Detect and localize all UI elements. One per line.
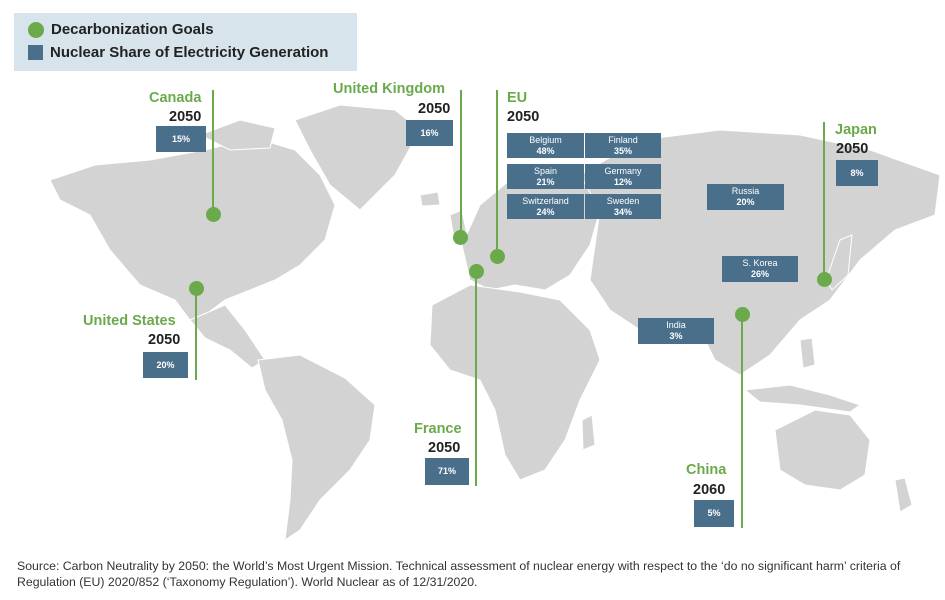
iceland-landmass	[419, 191, 441, 207]
united-states-label: United States	[83, 313, 176, 329]
india-name: India	[666, 320, 686, 330]
france-leader-line	[475, 278, 477, 486]
canada-leader-line	[212, 90, 214, 214]
china-year: 2060	[693, 482, 726, 498]
russia-value: 20%	[736, 197, 755, 207]
indonesia-landmass	[743, 384, 862, 413]
eu-year: 2050	[507, 109, 540, 125]
united-states-year: 2050	[148, 332, 181, 348]
japan-year: 2050	[836, 141, 869, 157]
legend-item-goals: Decarbonization Goals	[28, 21, 214, 38]
arctic-islands-landmass	[198, 119, 276, 151]
philippines-landmass	[799, 337, 816, 369]
india-share-box: India 3%	[638, 318, 714, 344]
spain-name: Spain	[533, 165, 558, 176]
legend-nuclear-label: Nuclear Share of Electricity Generation	[50, 44, 329, 61]
green-dot-icon	[28, 21, 44, 38]
south-korea-share-box: S. Korea 26%	[722, 256, 798, 282]
belgium-name: Belgium	[529, 134, 562, 145]
madagascar-landmass	[581, 414, 596, 451]
united-kingdom-share-box: 16%	[406, 120, 453, 146]
south-korea-value: 26%	[750, 269, 769, 279]
china-goal-marker	[735, 307, 750, 322]
united-states-share-value: 20%	[156, 359, 175, 370]
united-kingdom-goal-marker	[453, 230, 468, 245]
eu-label: EU	[507, 90, 528, 106]
france-label: France	[414, 421, 462, 437]
germany-share-box: Germany 12%	[585, 164, 661, 189]
united-states-goal-marker	[189, 281, 204, 296]
canada-share-value: 15%	[171, 133, 190, 144]
legend-item-nuclear: Nuclear Share of Electricity Generation	[28, 44, 328, 61]
africa-landmass	[429, 284, 601, 481]
india-value: 3%	[669, 331, 683, 341]
canada-goal-marker	[206, 207, 221, 222]
finland-name: Finland	[608, 134, 638, 145]
belgium-share-box: Belgium 48%	[507, 133, 584, 158]
japan-share-value: 8%	[850, 167, 864, 178]
japan-label: Japan	[835, 122, 877, 138]
france-share-value: 71%	[437, 466, 456, 476]
united-kingdom-label: United Kingdom	[333, 81, 445, 97]
china-share-value: 5%	[707, 508, 721, 518]
switzerland-name: Switzerland	[522, 195, 569, 206]
switzerland-value: 24%	[536, 206, 555, 217]
new-zealand-landmass	[894, 477, 913, 513]
france-share-box: 71%	[425, 458, 469, 485]
legend-goals-label: Decarbonization Goals	[51, 21, 214, 38]
canada-year: 2050	[169, 109, 202, 125]
legend: Decarbonization Goals Nuclear Share of E…	[14, 13, 357, 71]
sweden-value: 34%	[613, 206, 632, 217]
japan-leader-line	[823, 122, 825, 280]
germany-name: Germany	[604, 165, 642, 176]
canada-share-box: 15%	[156, 126, 206, 152]
belgium-value: 48%	[536, 145, 555, 156]
china-label: China	[686, 462, 727, 478]
sweden-share-box: Sweden 34%	[585, 194, 661, 219]
russia-share-box: Russia 20%	[707, 184, 784, 210]
south-korea-name: S. Korea	[742, 258, 778, 268]
switzerland-share-box: Switzerland 24%	[507, 194, 584, 219]
france-year: 2050	[428, 440, 461, 456]
greenland-landmass	[294, 104, 421, 211]
united-states-share-box: 20%	[143, 352, 188, 378]
finland-value: 35%	[613, 145, 632, 156]
japan-goal-marker	[817, 272, 832, 287]
asia-landmass	[579, 129, 941, 376]
united-kingdom-year: 2050	[418, 101, 451, 117]
japan-share-box: 8%	[836, 160, 878, 186]
australia-landmass	[774, 409, 871, 491]
blue-square-icon	[28, 45, 43, 60]
united-kingdom-leader-line	[460, 90, 462, 238]
sweden-name: Sweden	[606, 195, 640, 206]
spain-value: 21%	[536, 176, 555, 187]
canada-label: Canada	[149, 90, 202, 106]
united-states-leader-line	[195, 288, 197, 380]
south-america-landmass	[257, 354, 376, 542]
eu-leader-line	[496, 90, 498, 256]
source-note: Source: Carbon Neutrality by 2050: the W…	[17, 559, 901, 589]
united-kingdom-share-value: 16%	[420, 127, 439, 138]
germany-value: 12%	[613, 176, 632, 187]
spain-share-box: Spain 21%	[507, 164, 584, 189]
china-leader-line	[741, 318, 743, 528]
france-goal-marker	[469, 264, 484, 279]
china-share-box: 5%	[694, 500, 734, 527]
russia-name: Russia	[731, 186, 760, 196]
eu-goal-marker	[490, 249, 505, 264]
finland-share-box: Finland 35%	[585, 133, 661, 158]
